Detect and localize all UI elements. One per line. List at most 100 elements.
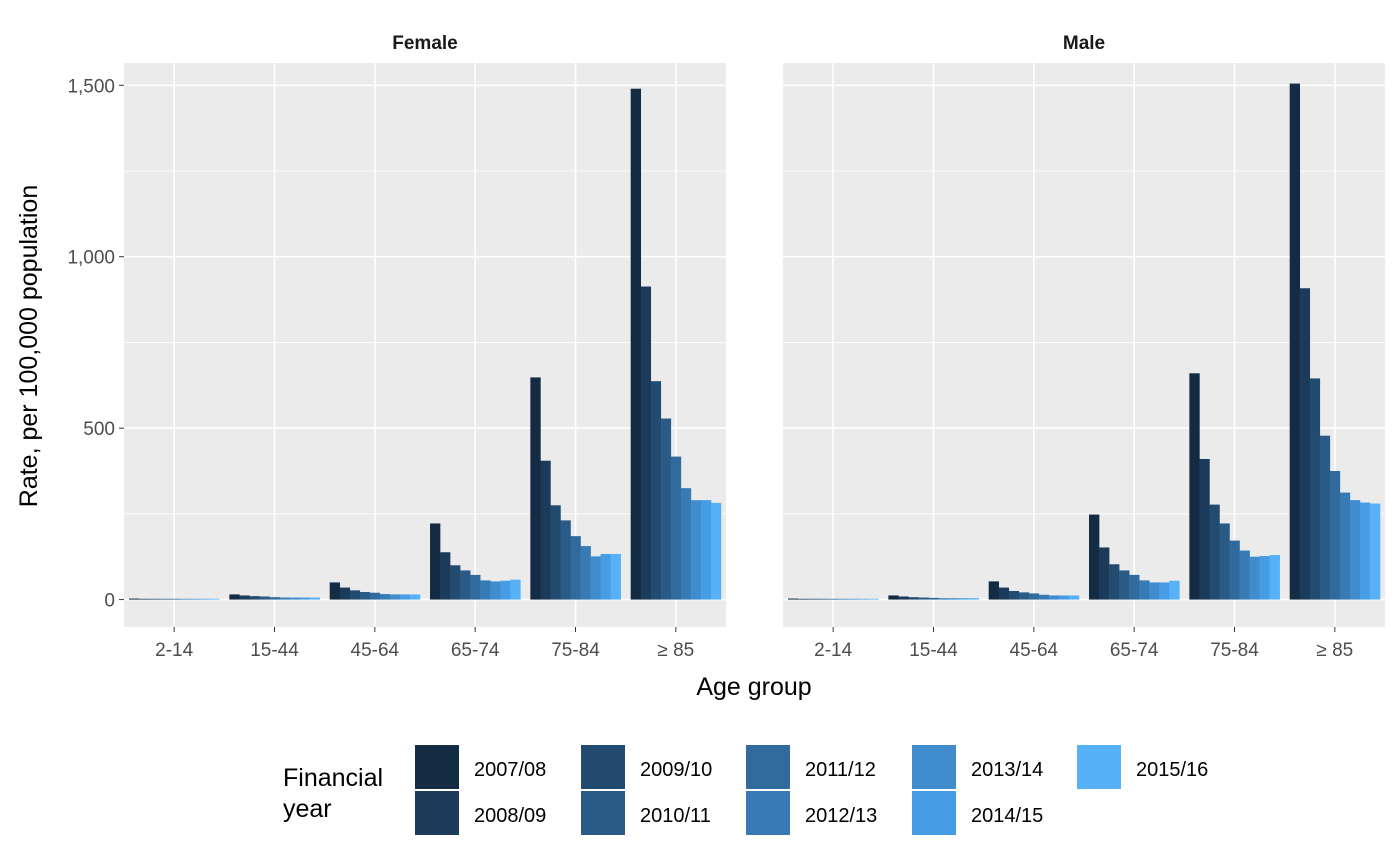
legend-key	[912, 791, 956, 835]
legend-label: 2011/12	[805, 759, 876, 781]
bar	[888, 595, 899, 600]
bar	[399, 594, 411, 600]
legend-label: 2007/08	[474, 759, 546, 781]
panel-male: Male 2-14 15-44 45-64 65-74 75-84 ≥ 85	[783, 33, 1385, 661]
legend-entry: 2015/16	[1077, 745, 1208, 789]
bar	[1018, 592, 1030, 600]
x-tick-label: 75-84	[1210, 640, 1259, 661]
bar	[560, 520, 571, 600]
bar	[788, 598, 799, 600]
x-tick-label: ≥ 85	[1316, 640, 1353, 661]
bar	[1008, 591, 1020, 600]
bar	[540, 460, 551, 600]
bar	[1129, 574, 1140, 600]
x-tick-label: 65-74	[1110, 640, 1159, 661]
bar	[409, 594, 421, 600]
bar	[958, 598, 969, 600]
bar	[838, 598, 849, 600]
bar	[159, 598, 170, 600]
bar	[1068, 595, 1080, 600]
bar	[339, 587, 351, 600]
bar	[968, 598, 979, 600]
bar	[868, 598, 879, 600]
bar	[1269, 555, 1280, 600]
bar	[948, 598, 959, 600]
bar	[460, 570, 471, 600]
bar	[179, 598, 190, 600]
bar	[1249, 556, 1260, 600]
legend-title: Financial	[283, 764, 383, 792]
bar	[379, 594, 391, 600]
panel-female: Female 2-14 15-44 45-64 65-74 75-84 ≥ 85	[124, 33, 726, 661]
panels-layer: Female 2-14 15-44 45-64 65-74 75-84 ≥ 85 Male 2-…	[124, 33, 1385, 661]
y-tick-label: 1,500	[67, 76, 115, 97]
bar	[1339, 492, 1351, 600]
x-tick-label: 45-64	[1010, 640, 1059, 661]
y-tick-label: 0	[104, 591, 115, 612]
bar	[229, 594, 240, 600]
bar	[289, 597, 300, 600]
panel-background	[783, 63, 1385, 627]
bar	[309, 597, 320, 600]
bar	[369, 592, 381, 600]
x-tick-label: 15-44	[250, 640, 299, 661]
bar	[169, 598, 180, 600]
bar	[209, 598, 220, 600]
bar	[590, 556, 601, 600]
bar	[650, 381, 662, 600]
panel-background	[124, 63, 726, 627]
bar	[199, 598, 210, 600]
bar	[1329, 471, 1341, 600]
bar	[1058, 595, 1070, 600]
legend-entry: 2012/13	[746, 791, 877, 835]
bar	[129, 598, 140, 600]
x-tick-label: ≥ 85	[657, 640, 694, 661]
legend-label: 2015/16	[1136, 759, 1208, 781]
bar	[640, 286, 652, 600]
bar	[1299, 288, 1311, 600]
bar	[530, 377, 541, 600]
legend-entry: 2007/08	[415, 745, 546, 789]
bar	[139, 598, 150, 600]
bar	[938, 598, 949, 600]
y-tick-label: 500	[83, 419, 115, 440]
y-axis: 0 500 1,000 1,500	[67, 76, 124, 612]
bar	[1048, 595, 1060, 600]
bar	[660, 418, 672, 600]
bar	[828, 598, 839, 600]
bar	[700, 500, 712, 600]
legend-entry: 2009/10	[581, 745, 712, 789]
bar	[1119, 570, 1130, 600]
bar	[1099, 547, 1110, 600]
bar	[1109, 564, 1120, 600]
bar	[630, 88, 642, 600]
bar	[430, 523, 441, 600]
bar	[1139, 580, 1150, 600]
bar	[918, 597, 929, 600]
bar	[249, 596, 260, 600]
bar	[1189, 373, 1200, 600]
bar	[480, 580, 491, 600]
bar	[998, 587, 1010, 600]
legend-label: 2010/11	[640, 805, 711, 827]
legend-entry: 2013/14	[912, 745, 1043, 789]
legend-entry: 2014/15	[912, 791, 1043, 835]
bar	[798, 598, 809, 600]
bar	[389, 594, 401, 600]
bar	[898, 596, 909, 600]
bar	[470, 574, 481, 600]
y-axis-title: Rate, per 100,000 population	[15, 185, 43, 507]
bar	[440, 552, 451, 600]
bar	[1149, 582, 1160, 600]
legend-label: 2013/14	[971, 759, 1043, 781]
bar	[279, 597, 290, 600]
legend-label: 2014/15	[971, 805, 1043, 827]
bar	[1169, 580, 1180, 600]
bar	[500, 580, 511, 600]
bar	[1219, 523, 1230, 600]
x-tick-label: 75-84	[551, 640, 600, 661]
bar	[928, 597, 939, 600]
legend: Financial year 2007/08 2008/09 2009/10 2010/1…	[283, 745, 1208, 835]
bar	[988, 581, 1000, 600]
